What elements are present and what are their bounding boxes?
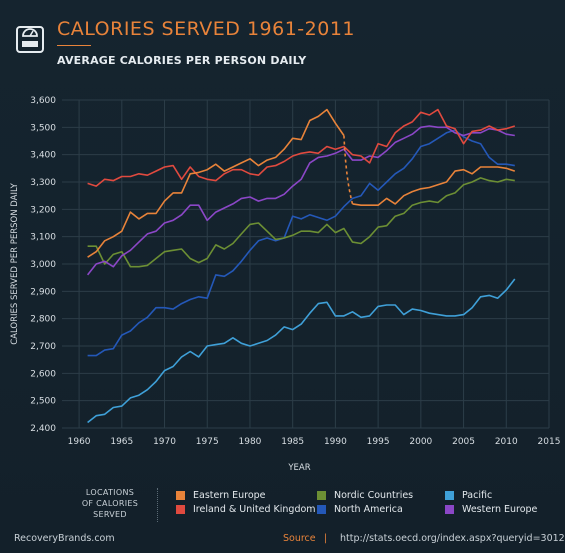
y-tick-label: 3,200: [30, 205, 56, 215]
y-tick-label: 3,500: [30, 123, 56, 133]
x-tick-label: 1990: [324, 437, 347, 447]
legend-label: Eastern Europe: [193, 490, 266, 501]
series-line-pacific: [87, 278, 516, 424]
brand-link[interactable]: RecoveryBrands.com: [14, 533, 115, 544]
legend-heading-line: LOCATIONS: [85, 488, 135, 497]
series-line-eastern-europe-after: [352, 166, 516, 206]
y-tick-label: 2,400: [30, 424, 56, 434]
x-tick-label: 1980: [239, 437, 262, 447]
footer-separator: |: [324, 533, 328, 544]
legend-label: Nordic Countries: [334, 490, 414, 501]
legend-swatch: [176, 491, 185, 500]
series-line-north-america: [87, 129, 515, 357]
x-tick-label: 1985: [281, 437, 304, 447]
series-line-nordic-countries: [87, 177, 515, 268]
x-tick-label: 1975: [196, 437, 219, 447]
y-tick-label: 3,600: [30, 96, 56, 106]
y-tick-label: 2,900: [30, 287, 56, 297]
legend-item-north-america: North America: [317, 504, 403, 515]
y-tick-label: 3,000: [30, 260, 56, 270]
series-line-eastern-europe: [87, 108, 345, 258]
page-subtitle: AVERAGE CALORIES PER PERSON DAILY: [57, 54, 307, 67]
scale-icon: [16, 26, 44, 53]
y-axis-label: CALORIES SERVED PER PERSON DAILY: [10, 182, 20, 344]
x-tick-label: 1995: [367, 437, 390, 447]
legend-item-eastern-europe: Eastern Europe: [176, 490, 266, 501]
y-tick-label: 3,100: [30, 233, 56, 243]
legend-item-pacific: Pacific: [445, 490, 492, 501]
legend-swatch: [445, 505, 454, 514]
y-tick-label: 2,700: [30, 342, 56, 352]
source-url-link[interactable]: http://stats.oecd.org/index.aspx?queryid…: [340, 533, 565, 544]
legend-item-western-europe: Western Europe: [445, 504, 537, 515]
legend-item-nordic: Nordic Countries: [317, 490, 413, 501]
legend-swatch: [176, 505, 185, 514]
x-axis-label: YEAR: [287, 463, 310, 473]
y-tick-label: 2,500: [30, 397, 56, 407]
legend-label: Pacific: [462, 490, 493, 501]
x-tick-label: 2000: [409, 437, 432, 447]
x-tick-label: 1970: [153, 437, 176, 447]
page-title: CALORIES SERVED 1961-2011: [57, 18, 356, 40]
x-tick-label: 1965: [110, 437, 133, 447]
legend-label: Ireland & United Kingdom: [193, 504, 316, 515]
legend-swatch: [445, 491, 454, 500]
series-line-western-europe: [86, 125, 515, 276]
legend-heading-line: OF CALORIES: [81, 499, 139, 508]
y-tick-label: 2,600: [30, 369, 56, 379]
series-line-eastern-europe-transition: [343, 135, 354, 205]
y-tick-label: 3,300: [30, 178, 56, 188]
x-tick-label: 1960: [68, 437, 91, 447]
legend-item-ireland-uk: Ireland & United Kingdom: [176, 504, 316, 515]
legend-swatch: [317, 505, 326, 514]
x-tick-label: 2005: [452, 437, 475, 447]
title-rule: [57, 45, 91, 46]
legend-label: Western Europe: [462, 504, 538, 515]
y-tick-label: 2,800: [30, 315, 56, 325]
x-tick-label: 2010: [495, 437, 518, 447]
source-label: Source: [283, 533, 316, 544]
legend-swatch: [317, 491, 326, 500]
x-tick-label: 2015: [538, 437, 561, 447]
legend-heading-line: SERVED: [93, 510, 127, 519]
legend-heading: LOCATIONS OF CALORIES SERVED: [70, 487, 150, 520]
y-tick-label: 3,400: [30, 151, 56, 161]
line-chart: 2,400 2,500 2,600 2,700 2,800 2,900 3,000 3,100…: [10, 96, 561, 473]
series-line-ireland-united-kingdom: [87, 108, 516, 187]
legend-label: North America: [334, 504, 403, 515]
legend-divider: [157, 488, 159, 522]
